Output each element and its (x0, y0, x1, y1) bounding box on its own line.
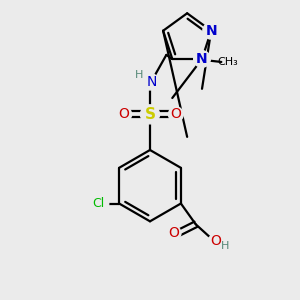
Text: O: O (170, 107, 181, 121)
Text: O: O (119, 107, 130, 121)
Circle shape (140, 105, 160, 124)
Circle shape (208, 235, 223, 250)
Circle shape (117, 107, 132, 122)
Text: O: O (168, 226, 179, 240)
Circle shape (142, 73, 158, 90)
Circle shape (203, 22, 220, 39)
Text: CH₃: CH₃ (217, 57, 238, 67)
Text: S: S (145, 107, 155, 122)
Text: O: O (210, 234, 221, 248)
Text: N: N (196, 52, 208, 66)
Circle shape (194, 51, 210, 67)
Text: Cl: Cl (92, 197, 104, 210)
Circle shape (88, 193, 109, 214)
Text: H: H (220, 241, 229, 251)
Text: N: N (206, 24, 217, 38)
Text: H: H (134, 70, 143, 80)
Circle shape (168, 107, 183, 122)
Circle shape (166, 226, 181, 241)
Text: N: N (146, 75, 157, 88)
